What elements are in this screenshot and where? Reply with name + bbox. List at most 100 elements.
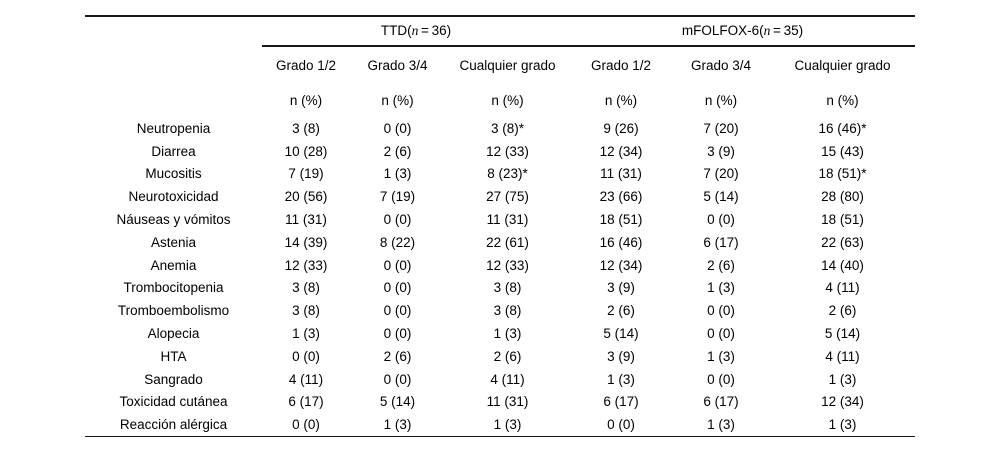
value-cell: 0 (0) — [383, 120, 412, 136]
value-cell: 11 (31) — [600, 166, 642, 182]
group-header-ttd: TTD(n = 36) — [262, 16, 570, 47]
table-row: Trombocitopenia 3 (8) 0 (0) 3 (8) 3 (9) 1 (3)… — [85, 277, 915, 300]
table-body: Neutropenia 3 (8) 0 (0) 3 (8)* 9 (26) 7 (20) 1… — [85, 117, 915, 437]
value-cell: 7 (20) — [703, 166, 739, 182]
value-cell: 1 (3) — [707, 348, 735, 364]
corner-cell — [85, 46, 262, 83]
value-cell: 12 (33) — [486, 143, 529, 159]
value-cell: 12 (33) — [284, 257, 328, 273]
table-row: Náuseas y vómitos 11 (31) 0 (0) 11 (31) 18 (… — [85, 208, 915, 231]
value-cell: 3 (8) — [292, 120, 320, 136]
value-cell: 3 (8) — [292, 280, 320, 296]
value-cell: 2 (6) — [493, 348, 522, 364]
value-cell: 3 (8) — [292, 303, 320, 319]
value-cell: 0 (0) — [707, 212, 735, 228]
value-cell: 1 (3) — [383, 417, 412, 433]
group-mfolfox-suffix: = 35) — [770, 23, 804, 38]
table-row: Diarrea 10 (28) 2 (6) 12 (33) 12 (34) 3 (9) 15… — [85, 140, 915, 163]
col-header-grade: Grado 3/4 — [690, 57, 752, 73]
row-label: Toxicidad cutánea — [119, 394, 228, 410]
row-label: Alopecia — [147, 326, 200, 342]
row-label: Neurotoxicidad — [128, 189, 219, 205]
value-cell: 1 (3) — [292, 326, 320, 342]
value-cell: 11 (31) — [285, 212, 327, 228]
value-cell: 6 (17) — [703, 394, 739, 410]
value-cell: 15 (43) — [821, 143, 864, 159]
value-cell: 0 (0) — [707, 371, 735, 387]
value-cell: 3 (8) — [493, 280, 522, 296]
col-header-grade: Grado 3/4 — [367, 57, 428, 73]
value-cell: 0 (0) — [707, 303, 735, 319]
table-row: Sangrado 4 (11) 0 (0) 4 (11) 1 (3) 0 (0) 1 (3) — [85, 368, 915, 391]
value-cell: 7 (20) — [703, 120, 739, 136]
value-cell: 8 (22) — [379, 234, 416, 250]
value-cell: 10 (28) — [284, 143, 328, 159]
value-cell: 5 (14) — [379, 394, 416, 410]
value-cell: 5 (14) — [824, 326, 861, 342]
value-cell: 8 (23)* — [487, 166, 528, 182]
value-cell: 0 (0) — [707, 326, 735, 342]
row-label: Náuseas y vómitos — [116, 212, 231, 228]
row-label: HTA — [160, 348, 187, 364]
col-header-unit: n (%) — [826, 92, 859, 108]
table-row: HTA 0 (0) 2 (6) 2 (6) 3 (9) 1 (3) 4 (11) — [85, 345, 915, 368]
value-cell: 23 (66) — [599, 189, 643, 205]
value-cell: 16 (46) — [599, 234, 643, 250]
value-cell: 2 (6) — [707, 257, 735, 273]
value-cell: 0 (0) — [383, 371, 412, 387]
col-header-grade: Grado 1/2 — [275, 57, 337, 73]
value-cell: 18 (51) — [821, 212, 864, 228]
corner-cell — [85, 83, 262, 117]
group-header-mfolfox: mFOLFOX-6(n = 35) — [570, 16, 916, 47]
value-cell: 18 (51)* — [818, 166, 867, 182]
col-header-grade: Cualquier grado — [794, 57, 891, 73]
value-cell: 0 (0) — [383, 257, 412, 273]
value-cell: 22 (63) — [821, 234, 864, 250]
value-cell: 22 (61) — [486, 234, 529, 250]
group-ttd-prefix: TTD( — [380, 23, 412, 38]
unit-header-row: n (%) n (%) n (%) n (%) n (%) n (%) — [85, 83, 915, 117]
value-cell: 3 (8) — [493, 303, 522, 319]
value-cell: 5 (14) — [703, 189, 739, 205]
table-header: TTD(n = 36) mFOLFOX-6(n = 35) Grado 1/2 … — [85, 16, 916, 117]
value-cell: 4 (11) — [490, 371, 525, 387]
value-cell: 1 (3) — [707, 280, 735, 296]
value-cell: 6 (17) — [288, 394, 324, 410]
value-cell: 0 (0) — [383, 212, 412, 228]
table-row: Alopecia 1 (3) 0 (0) 1 (3) 5 (14) 0 (0) 5 (14) — [85, 322, 915, 345]
col-header-unit: n (%) — [381, 92, 414, 108]
value-cell: 7 (19) — [288, 166, 324, 182]
group-mfolfox-n-symbol: n — [763, 23, 771, 38]
value-cell: 7 (19) — [379, 189, 416, 205]
value-cell: 0 (0) — [607, 417, 635, 433]
value-cell: 1 (3) — [383, 166, 412, 182]
value-cell: 2 (6) — [383, 143, 412, 159]
value-cell: 9 (26) — [603, 120, 639, 136]
value-cell: 0 (0) — [383, 280, 412, 296]
value-cell: 0 (0) — [292, 417, 320, 433]
row-label: Trombocitopenia — [123, 280, 224, 296]
value-cell: 28 (80) — [821, 189, 864, 205]
value-cell: 3 (9) — [607, 348, 635, 364]
row-label: Diarrea — [151, 143, 196, 159]
group-header-row: TTD(n = 36) mFOLFOX-6(n = 35) — [85, 16, 916, 47]
table-row: Neurotoxicidad 20 (56) 7 (19) 27 (75) 23 (66… — [85, 185, 915, 208]
value-cell: 6 (17) — [603, 394, 639, 410]
value-cell: 0 (0) — [292, 348, 320, 364]
value-cell: 1 (3) — [607, 371, 635, 387]
value-cell: 12 (34) — [599, 257, 643, 273]
value-cell: 1 (3) — [493, 326, 522, 342]
value-cell: 2 (6) — [828, 303, 857, 319]
table-row: Toxicidad cutánea 6 (17) 5 (14) 11 (31) 6 (1… — [85, 391, 915, 414]
value-cell: 12 (34) — [599, 143, 643, 159]
group-ttd-n-symbol: n — [411, 23, 419, 38]
value-cell: 6 (17) — [703, 234, 739, 250]
value-cell: 1 (3) — [828, 371, 857, 387]
table-row: Tromboembolismo 3 (8) 0 (0) 3 (8) 2 (6) 0 (0)… — [85, 299, 915, 322]
grade-header-row: Grado 1/2 Grado 3/4 Cualquier grado Grad… — [85, 46, 915, 83]
row-label: Anemia — [150, 257, 197, 273]
value-cell: 2 (6) — [607, 303, 635, 319]
row-label: Neutropenia — [136, 120, 211, 136]
value-cell: 11 (31) — [486, 212, 529, 228]
value-cell: 12 (34) — [821, 394, 864, 410]
